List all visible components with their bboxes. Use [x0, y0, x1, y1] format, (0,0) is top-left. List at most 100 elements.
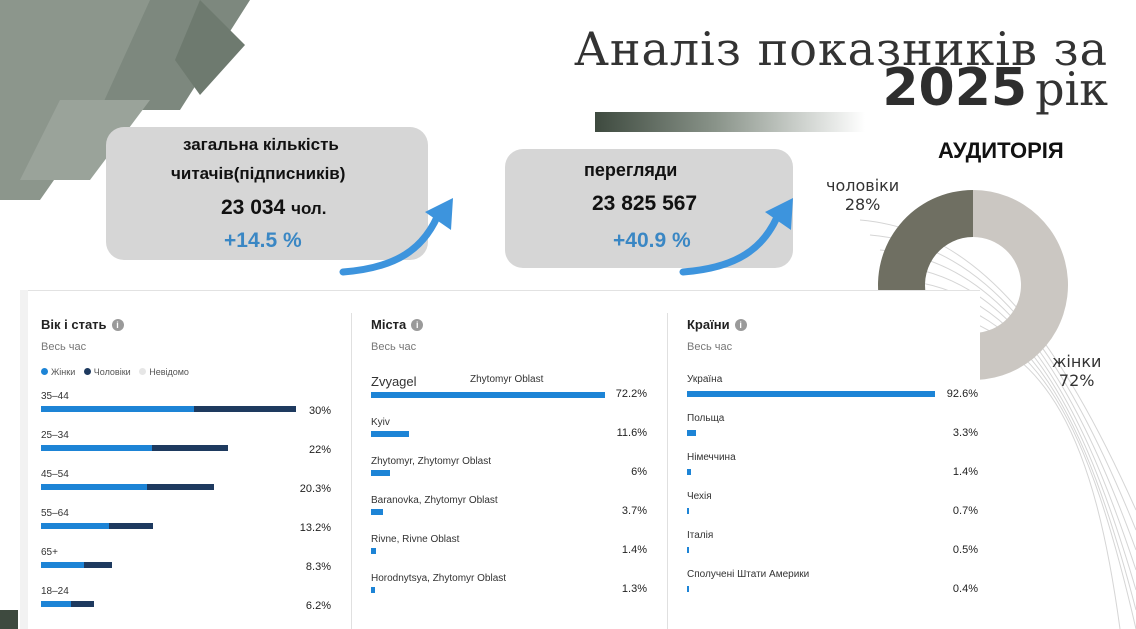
cities-period: Весь час — [371, 341, 417, 353]
column-divider — [351, 313, 352, 629]
city-region: Zhytomyr Oblast — [470, 374, 544, 385]
age-group-label: 25–34 — [41, 430, 69, 441]
bar-men — [109, 523, 154, 529]
city-label: Baranovka, Zhytomyr Oblast — [371, 495, 498, 506]
legend-dot-women — [41, 368, 48, 375]
views-card — [505, 149, 793, 268]
city-bar — [371, 431, 409, 437]
city-value: 3.7% — [621, 505, 647, 517]
men-label: чоловіки 28% — [826, 176, 899, 214]
views-growth: +40.9 % — [613, 229, 691, 252]
readers-count: 23 034 — [221, 196, 286, 219]
views-label: перегляди — [584, 160, 678, 180]
men-pct: 28% — [844, 195, 881, 214]
arrow-icon — [339, 198, 453, 276]
city-label: Rivne, Rivne Oblast — [371, 534, 460, 545]
women-label: жінки 72% — [1052, 352, 1101, 390]
bar-women — [41, 406, 194, 412]
city-label: Kyiv — [371, 417, 390, 428]
men-label-text: чоловіки — [826, 176, 900, 195]
info-icon[interactable]: i — [411, 319, 424, 331]
page-title: Аналіз показників за — [574, 22, 1108, 76]
city-value: 6% — [631, 466, 647, 478]
age-gender-title-text: Вік і стать — [41, 317, 107, 332]
age-gender-title: Вік і стать i — [41, 317, 124, 332]
panel-left-edge — [20, 290, 28, 629]
country-value: 0.5% — [952, 544, 978, 556]
bar-women — [41, 601, 71, 607]
readers-label-line2: читачів(підписників) — [171, 164, 346, 183]
countries-title: Країни i — [687, 317, 747, 332]
country-bar — [687, 547, 689, 553]
donut-slice-men — [878, 190, 973, 303]
country-label: Сполучені Штати Америки — [687, 569, 810, 580]
readers-growth: +14.5 % — [224, 229, 302, 252]
page-title-year-line: 2025 рік — [882, 58, 1108, 118]
country-value: 3.3% — [952, 427, 978, 439]
legend-dot-unknown — [139, 368, 147, 375]
age-group-total: 13.2% — [299, 522, 331, 534]
age-group-total: 22% — [308, 444, 331, 456]
stats-panel — [20, 290, 980, 629]
legend-men: Чоловіки — [93, 367, 131, 377]
panel-top-border — [20, 290, 980, 291]
city-value: 72.2% — [615, 388, 647, 400]
country-bar — [687, 430, 696, 436]
country-value: 1.4% — [952, 466, 978, 478]
women-label-text: жінки — [1052, 352, 1102, 371]
age-group-total: 6.2% — [305, 600, 331, 612]
title-year: 2025 — [882, 58, 1028, 118]
city-label: Zhytomyr, Zhytomyr Oblast — [371, 456, 492, 467]
title-suffix: рік — [1035, 62, 1108, 116]
audience-title: АУДИТОРІЯ — [938, 138, 1064, 163]
country-value: 0.7% — [952, 505, 978, 517]
age-group-label: 35–44 — [41, 391, 69, 402]
title-gradient-bar — [595, 112, 865, 132]
country-bar — [687, 508, 689, 514]
age-group-label: 55–64 — [41, 508, 69, 519]
readers-card — [106, 127, 428, 260]
age-group-total: 20.3% — [299, 483, 331, 495]
country-value: 92.6% — [946, 388, 978, 400]
legend-dot-men — [83, 368, 91, 375]
city-bar — [371, 470, 391, 476]
country-bar — [687, 391, 935, 397]
country-bar — [687, 586, 689, 592]
country-label: Німеччина — [687, 452, 736, 463]
city-value: 1.4% — [621, 544, 647, 556]
bar-men — [194, 406, 296, 412]
city-bar — [371, 548, 376, 554]
bar-men — [70, 601, 94, 607]
age-gender-period: Весь час — [41, 341, 87, 353]
city-bar — [371, 509, 383, 515]
country-label: Чехія — [687, 491, 712, 502]
city-label: Zvyagel — [371, 374, 417, 389]
bar-men — [83, 562, 112, 568]
cities-title: Міста i — [371, 317, 424, 332]
city-bar — [371, 392, 605, 398]
bar-women — [41, 445, 152, 451]
age-group-total: 8.3% — [305, 561, 331, 573]
country-bar — [687, 469, 691, 475]
column-divider — [667, 313, 668, 629]
decorative-square — [0, 610, 18, 629]
decorative-shapes — [0, 0, 250, 200]
women-pct: 72% — [1058, 371, 1095, 390]
info-icon[interactable]: i — [734, 319, 747, 331]
info-icon[interactable]: i — [111, 319, 124, 331]
age-group-label: 45–54 — [41, 469, 69, 480]
countries-period: Весь час — [687, 341, 733, 353]
country-label: Італія — [687, 530, 714, 541]
arrow-icon — [679, 198, 793, 276]
age-gender-legend: Жінки Чоловіки Невідомо — [41, 367, 189, 377]
city-bar — [371, 587, 376, 593]
bar-men — [151, 445, 228, 451]
city-value: 1.3% — [621, 583, 647, 595]
country-label: Україна — [687, 374, 723, 385]
readers-value: 23 034 чол. — [221, 196, 326, 220]
city-value: 11.6% — [616, 427, 647, 439]
bar-women — [41, 523, 109, 529]
country-value: 0.4% — [952, 583, 978, 595]
age-group-total: 30% — [308, 405, 331, 417]
bar-women — [41, 562, 84, 568]
